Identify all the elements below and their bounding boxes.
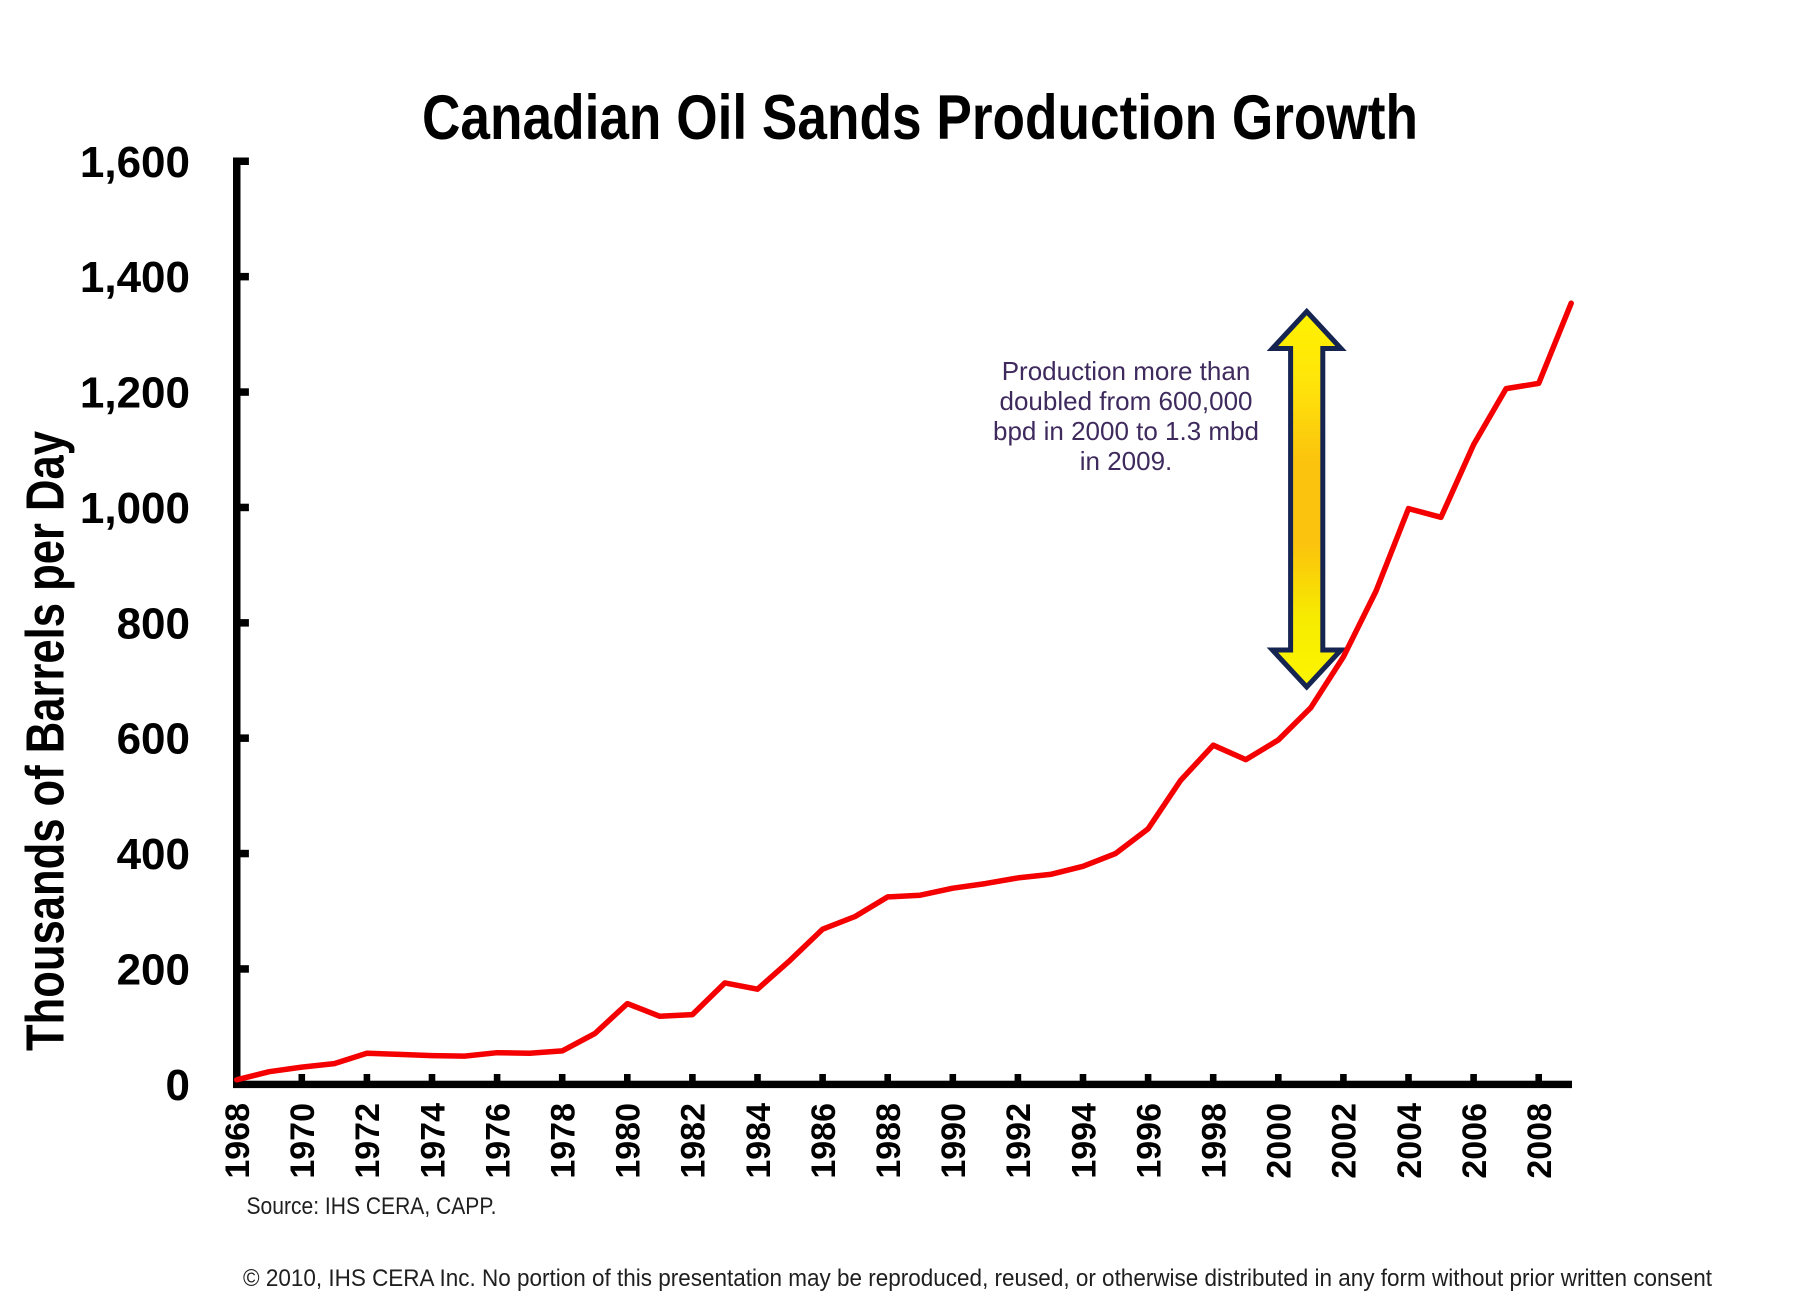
svg-text:in 2009.: in 2009. bbox=[1080, 446, 1173, 476]
svg-text:600: 600 bbox=[117, 715, 190, 764]
svg-text:1986: 1986 bbox=[805, 1103, 843, 1179]
svg-text:© 2010, IHS CERA Inc. No porti: © 2010, IHS CERA Inc. No portion of this… bbox=[243, 1265, 1712, 1292]
svg-text:Source: IHS CERA, CAPP.: Source: IHS CERA, CAPP. bbox=[247, 1193, 497, 1220]
svg-text:1970: 1970 bbox=[284, 1103, 322, 1179]
svg-text:1978: 1978 bbox=[545, 1103, 583, 1179]
svg-text:2004: 2004 bbox=[1391, 1103, 1429, 1179]
svg-text:1974: 1974 bbox=[414, 1103, 452, 1179]
svg-text:1976: 1976 bbox=[479, 1103, 517, 1179]
svg-text:1,600: 1,600 bbox=[80, 138, 190, 187]
svg-text:0: 0 bbox=[166, 1061, 190, 1110]
svg-text:bpd in 2000 to 1.3 mbd: bpd in 2000 to 1.3 mbd bbox=[993, 416, 1259, 446]
svg-text:1984: 1984 bbox=[740, 1103, 778, 1179]
svg-text:Canadian Oil Sands Production: Canadian Oil Sands Production Growth bbox=[422, 83, 1418, 153]
svg-text:200: 200 bbox=[117, 946, 190, 995]
svg-text:400: 400 bbox=[117, 830, 190, 879]
svg-text:1998: 1998 bbox=[1196, 1103, 1234, 1179]
svg-text:1988: 1988 bbox=[870, 1103, 908, 1179]
svg-text:2002: 2002 bbox=[1326, 1103, 1364, 1179]
svg-text:1972: 1972 bbox=[349, 1103, 387, 1179]
svg-text:1,000: 1,000 bbox=[80, 484, 190, 533]
svg-text:1,400: 1,400 bbox=[80, 253, 190, 302]
svg-text:1968: 1968 bbox=[219, 1103, 257, 1179]
svg-text:2006: 2006 bbox=[1456, 1103, 1494, 1179]
svg-text:1990: 1990 bbox=[935, 1103, 973, 1179]
svg-text:1982: 1982 bbox=[675, 1103, 713, 1179]
svg-text:800: 800 bbox=[117, 599, 190, 648]
svg-text:1994: 1994 bbox=[1065, 1103, 1103, 1179]
svg-text:Thousands of Barrels per Day: Thousands of Barrels per Day bbox=[16, 431, 76, 1051]
svg-text:1,200: 1,200 bbox=[80, 369, 190, 418]
svg-text:Production more than: Production more than bbox=[1002, 356, 1251, 386]
svg-text:1996: 1996 bbox=[1130, 1103, 1168, 1179]
svg-text:doubled from 600,000: doubled from 600,000 bbox=[1000, 386, 1253, 416]
svg-text:1992: 1992 bbox=[1000, 1103, 1038, 1179]
svg-text:1980: 1980 bbox=[610, 1103, 648, 1179]
svg-text:2000: 2000 bbox=[1261, 1103, 1299, 1179]
svg-text:2008: 2008 bbox=[1521, 1103, 1559, 1179]
